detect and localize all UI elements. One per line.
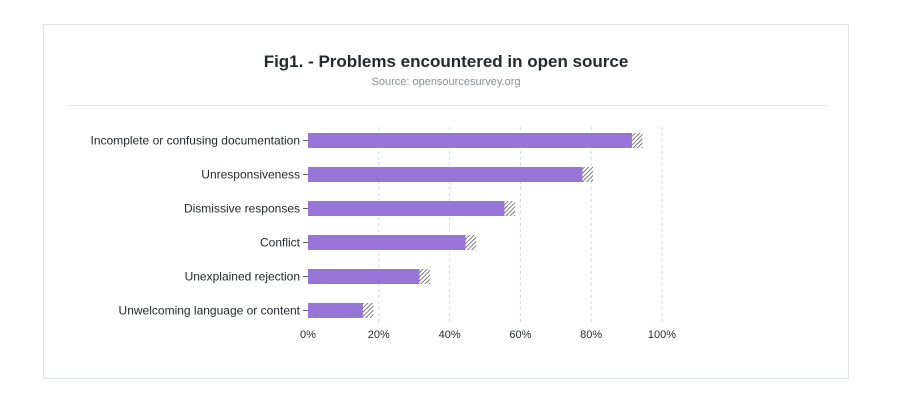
error-band [582, 167, 593, 182]
category-label: Unexplained rejection [185, 270, 300, 284]
error-band [363, 303, 374, 318]
x-tick-label: 20% [368, 329, 390, 341]
category-label: Incomplete or confusing documentation [91, 134, 300, 148]
bar [308, 303, 368, 318]
bar [308, 235, 471, 250]
bar [308, 269, 425, 284]
bar [308, 201, 510, 216]
error-band [420, 269, 431, 284]
x-tick-label: 40% [439, 329, 461, 341]
x-tick-label: 100% [648, 329, 676, 341]
bar [308, 167, 588, 182]
bars [308, 133, 643, 318]
bar [308, 133, 637, 148]
x-tick-label: 0% [300, 329, 316, 341]
category-label: Unresponsiveness [201, 168, 300, 182]
error-band [632, 133, 643, 148]
x-axis-ticks: 0% 20% 40% 60% 80% 100% [300, 329, 676, 341]
x-tick-label: 80% [580, 329, 602, 341]
category-label: Conflict [260, 236, 301, 250]
gridlines [379, 127, 662, 322]
category-label: Dismissive responses [184, 202, 300, 216]
category-labels: Incomplete or confusing documentation Unr… [91, 134, 308, 318]
error-band [466, 235, 477, 250]
x-tick-label: 60% [509, 329, 531, 341]
category-label: Unwelcoming language or content [119, 304, 301, 318]
error-band [504, 201, 515, 216]
